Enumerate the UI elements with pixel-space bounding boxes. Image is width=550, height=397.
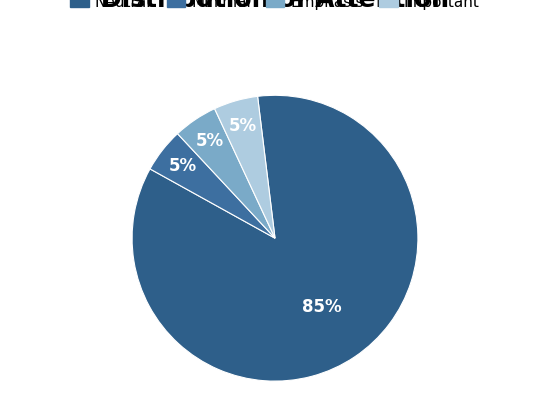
Title: Distribution of Attention: Distribution of Attention [101,0,449,12]
Legend: Neutral, Minimal, Emphasis, Important: Neutral, Minimal, Emphasis, Important [64,0,486,16]
Text: 5%: 5% [229,117,257,135]
Wedge shape [214,96,275,238]
Wedge shape [150,134,275,238]
Wedge shape [132,95,418,381]
Text: 5%: 5% [169,157,197,175]
Text: 5%: 5% [195,132,223,150]
Text: 85%: 85% [301,298,341,316]
Wedge shape [178,109,275,238]
